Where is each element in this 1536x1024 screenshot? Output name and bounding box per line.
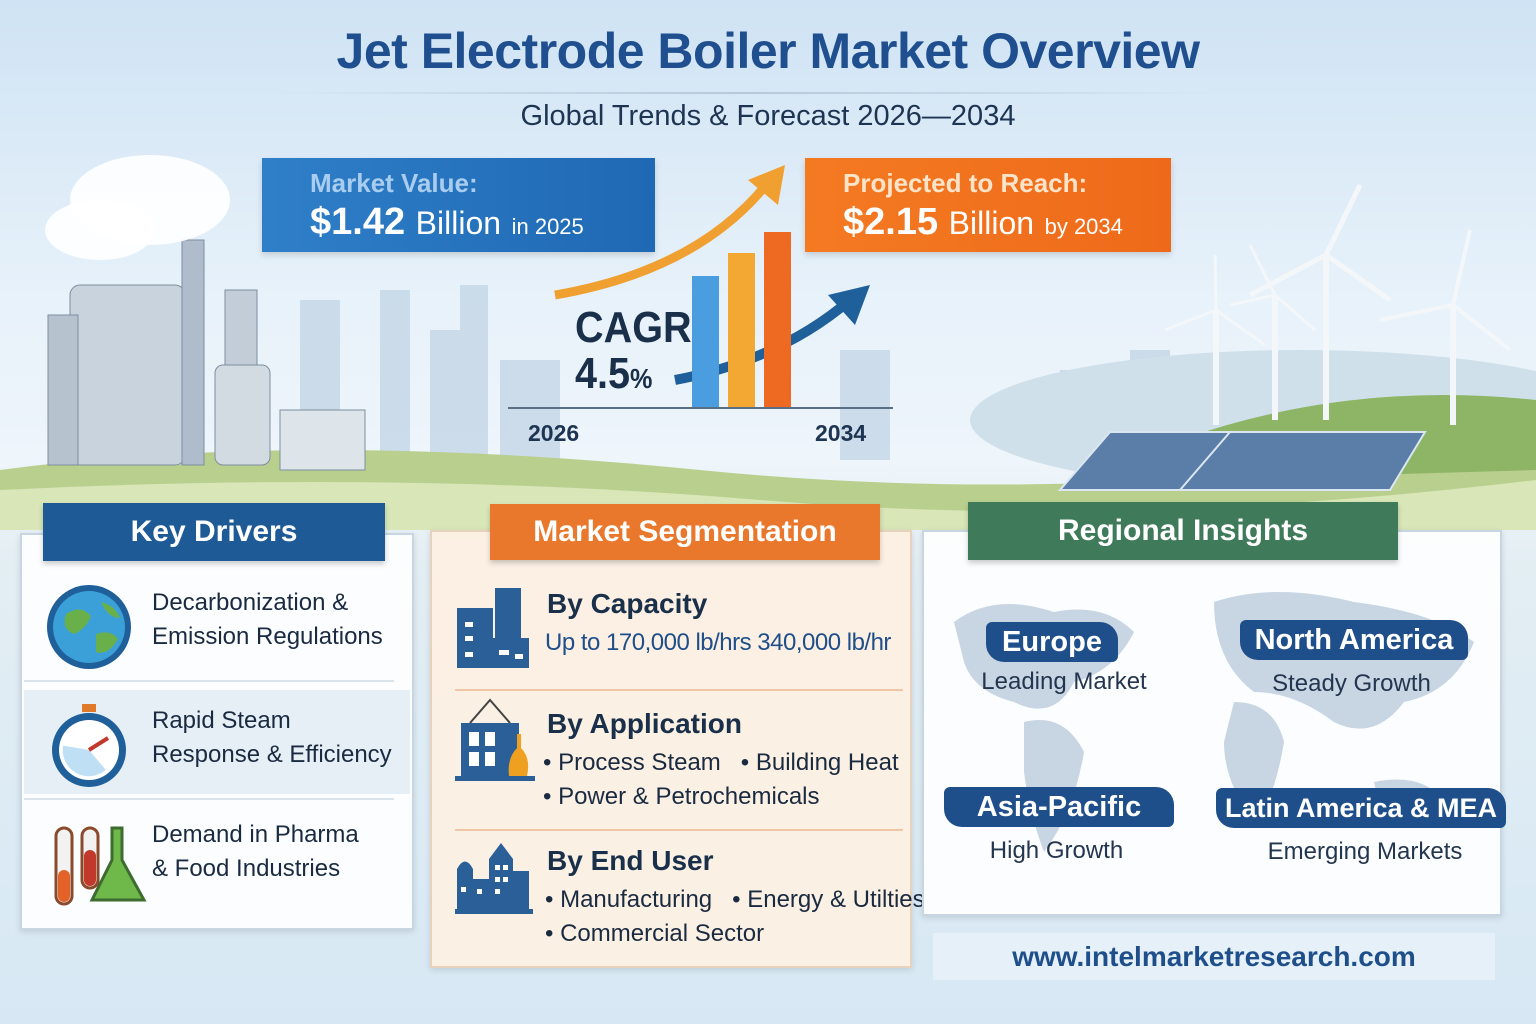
market-value-label: Market Value:: [310, 168, 478, 198]
stopwatch-icon: [52, 704, 126, 787]
cagr-label: CAGR: [575, 303, 692, 352]
segment-line: • Manufacturing • Energy & Utilties: [545, 886, 925, 913]
regional-insights-panel: Europe Leading Market North America Stea…: [922, 530, 1506, 916]
market-segmentation-header: Market Segmentation: [490, 504, 880, 560]
market-value-suffix: in 2025: [511, 214, 584, 239]
page-title: Jet Electrode Boiler Market Overview: [336, 23, 1200, 79]
driver-line: Response & Efficiency: [152, 741, 392, 768]
region-badge-north-america: North America: [1240, 620, 1468, 660]
segment-heading: By Application: [547, 708, 742, 739]
segment-line: • Commercial Sector: [545, 920, 765, 947]
region-badge-europe: Europe: [986, 622, 1118, 662]
market-value-card: Market Value: $1.42 Billion in 2025: [262, 158, 655, 252]
projected-label: Projected to Reach:: [843, 168, 1088, 198]
end-year: 2034: [815, 420, 867, 446]
region-badge-latin-america-mea: Latin America & MEA: [1216, 788, 1506, 828]
projected-suffix: by 2034: [1044, 214, 1123, 239]
growth-bar-3: [764, 232, 791, 408]
segment-line: Up to 170,000 lb/hrs 340,000 lb/hr: [545, 629, 891, 656]
refinery-icon: [455, 698, 535, 781]
region-status: Steady Growth: [1272, 670, 1431, 697]
segment-application: By Application • Process Steam • Buildin…: [455, 698, 900, 814]
region-status: High Growth: [989, 837, 1124, 864]
city-buildings-icon: [455, 843, 533, 914]
segment-heading: By Capacity: [547, 588, 708, 619]
start-year: 2026: [528, 420, 580, 446]
projected-amount: $2.15: [843, 201, 939, 243]
driver-line: Rapid Steam: [152, 707, 291, 734]
driver-line: & Food Industries: [152, 855, 341, 882]
projected-value-card: Projected to Reach: $2.15 Billion by 203…: [805, 158, 1171, 252]
segment-line: • Process Steam • Building Heat: [543, 749, 899, 776]
segment-heading: By End User: [547, 845, 714, 876]
page-subtitle: Global Trends & Forecast 2026—2034: [520, 100, 1016, 132]
driver-line: Decarbonization &: [152, 589, 349, 616]
divider: [455, 689, 903, 691]
driver-item: Demand in Pharma & Food Industries: [24, 808, 410, 918]
driver-line: Emission Regulations: [152, 623, 383, 650]
region-badge-asia-pacific: Asia-Pacific: [944, 787, 1174, 827]
segment-capacity: By Capacity Up to 170,000 lb/hrs 340,000…: [455, 588, 900, 668]
growth-bar-1: [692, 276, 719, 408]
wind-turbines-illustration: [1164, 183, 1512, 425]
divider: [24, 798, 394, 800]
growth-bar-2: [728, 253, 755, 408]
globe-icon: [47, 585, 131, 669]
segment-line: • Power & Petrochemicals: [543, 783, 820, 810]
cagr-value: 4.5: [575, 349, 631, 398]
segment-end-user: By End User • Manufacturing • Energy & U…: [455, 843, 925, 951]
chart-baseline: [508, 407, 893, 409]
divider: [455, 829, 903, 831]
boiler-plant-illustration: [45, 155, 366, 471]
driver-item: Decarbonization & Emission Regulations: [24, 572, 410, 682]
driver-item: Rapid Steam Response & Efficiency: [24, 690, 410, 794]
title-divider: [270, 92, 1220, 94]
driver-line: Demand in Pharma: [152, 821, 359, 848]
website-link[interactable]: www.intelmarketresearch.com: [933, 933, 1495, 980]
projected-unit: Billion: [948, 205, 1035, 241]
regional-insights-header: Regional Insights: [968, 502, 1398, 560]
factory-icon: [457, 588, 529, 668]
divider: [24, 680, 394, 682]
test-tubes-icon: [54, 826, 147, 906]
market-value-amount: $1.42: [310, 201, 406, 243]
region-status: Leading Market: [981, 668, 1147, 695]
region-status: Emerging Markets: [1267, 838, 1463, 865]
market-value-unit: Billion: [415, 205, 502, 241]
cagr-text: CAGR 4.5%: [575, 305, 692, 402]
key-drivers-header: Key Drivers: [43, 503, 385, 561]
solar-panels-illustration: [1057, 431, 1427, 491]
cagr-unit: %: [630, 363, 653, 394]
